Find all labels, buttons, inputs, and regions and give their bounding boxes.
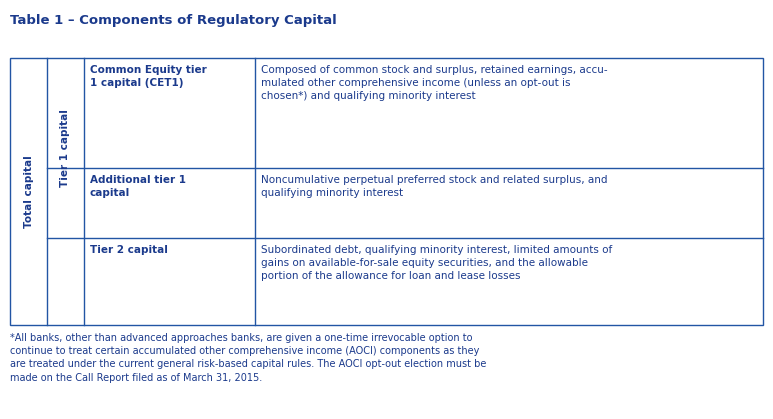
- Text: Common Equity tier
1 capital (CET1): Common Equity tier 1 capital (CET1): [90, 65, 206, 88]
- Text: Tier 2 capital: Tier 2 capital: [90, 245, 168, 255]
- Text: *All banks, other than advanced approaches banks, are given a one-time irrevocab: *All banks, other than advanced approach…: [10, 333, 486, 383]
- Bar: [10, 58, 763, 325]
- Text: Additional tier 1
capital: Additional tier 1 capital: [90, 175, 186, 198]
- Text: Table 1 – Components of Regulatory Capital: Table 1 – Components of Regulatory Capit…: [10, 14, 337, 27]
- Text: Tier 1 capital: Tier 1 capital: [60, 109, 70, 187]
- Text: Total capital: Total capital: [23, 155, 33, 228]
- Text: Composed of common stock and surplus, retained earnings, accu-
mulated other com: Composed of common stock and surplus, re…: [261, 65, 608, 101]
- Text: Subordinated debt, qualifying minority interest, limited amounts of
gains on ava: Subordinated debt, qualifying minority i…: [261, 245, 612, 281]
- Text: Noncumulative perpetual preferred stock and related surplus, and
qualifying mino: Noncumulative perpetual preferred stock …: [261, 175, 608, 198]
